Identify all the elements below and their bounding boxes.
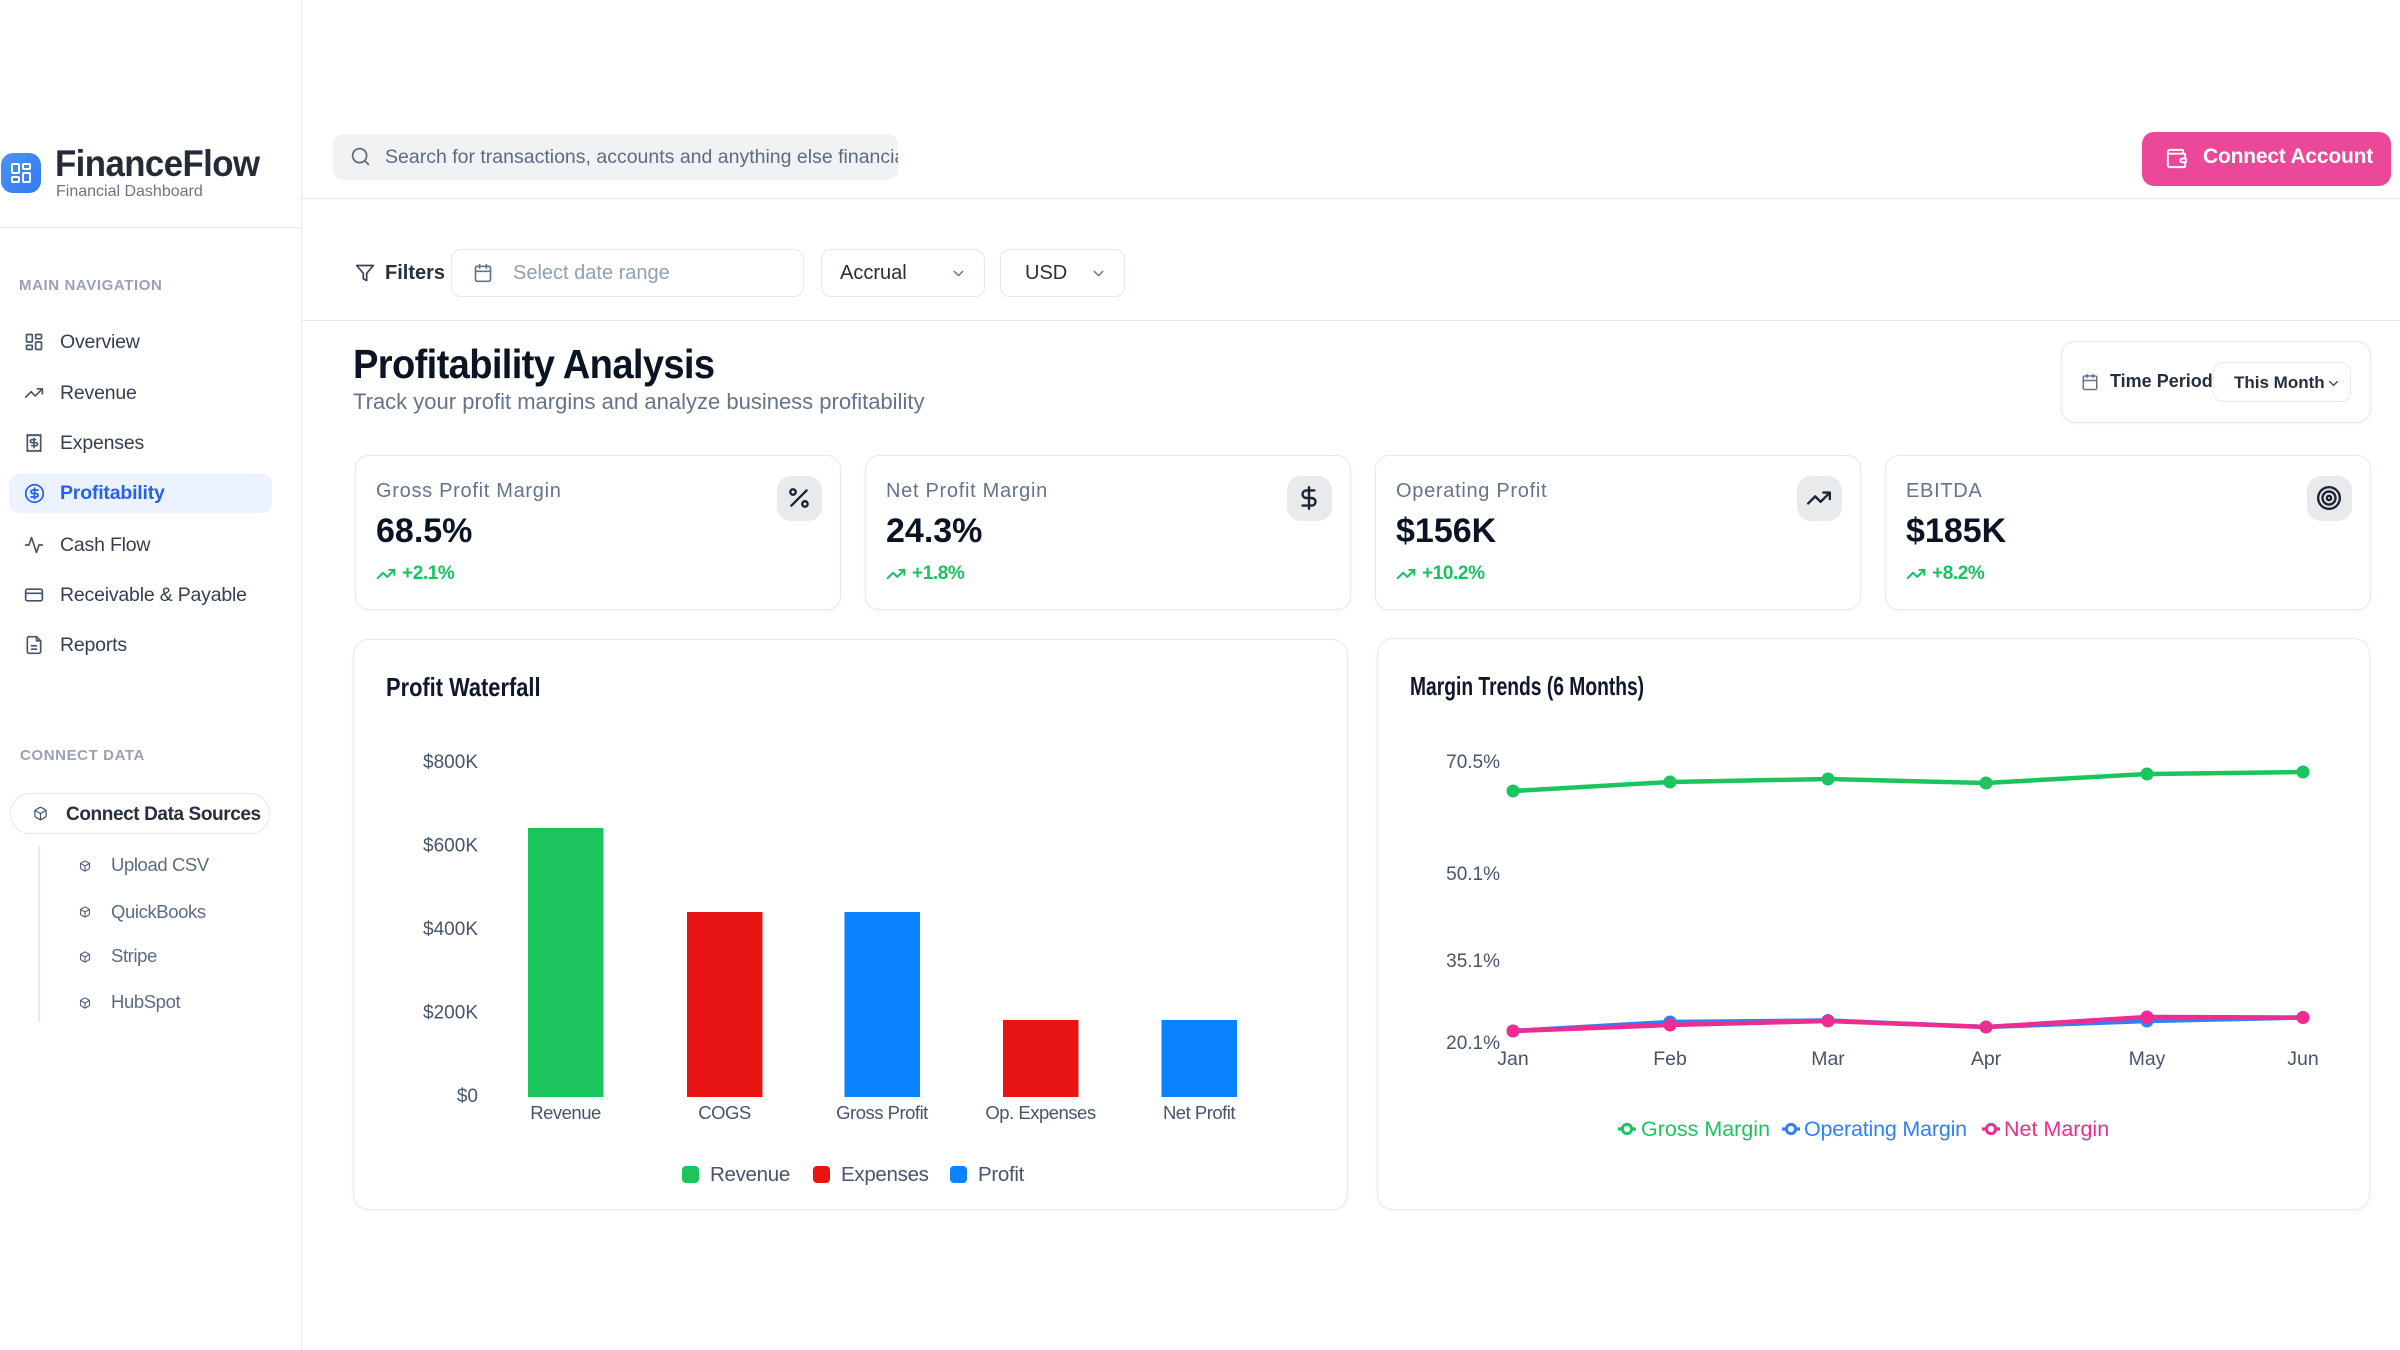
- svg-text:20.1%: 20.1%: [1446, 1033, 1500, 1054]
- svg-text:$0: $0: [457, 1086, 478, 1107]
- svg-text:Jun: Jun: [2287, 1048, 2318, 1070]
- svg-text:Operating Margin: Operating Margin: [1804, 1117, 1967, 1141]
- svg-text:$200K: $200K: [423, 1003, 478, 1024]
- svg-text:COGS: COGS: [698, 1102, 751, 1123]
- svg-text:Revenue: Revenue: [530, 1102, 601, 1123]
- svg-text:May: May: [2129, 1048, 2166, 1070]
- svg-text:Net Profit: Net Profit: [1163, 1102, 1235, 1123]
- svg-text:Revenue: Revenue: [710, 1163, 790, 1186]
- svg-text:$600K: $600K: [423, 836, 478, 857]
- svg-text:Gross Margin: Gross Margin: [1641, 1117, 1770, 1141]
- svg-text:Gross Profit: Gross Profit: [836, 1102, 928, 1123]
- svg-text:Expenses: Expenses: [841, 1163, 929, 1186]
- svg-text:Apr: Apr: [1971, 1048, 2002, 1070]
- svg-text:70.5%: 70.5%: [1446, 752, 1500, 773]
- svg-text:Op. Expenses: Op. Expenses: [985, 1102, 1095, 1123]
- svg-text:$800K: $800K: [423, 752, 478, 773]
- svg-text:35.1%: 35.1%: [1446, 951, 1500, 972]
- svg-text:Net Margin: Net Margin: [2004, 1117, 2109, 1141]
- svg-text:50.1%: 50.1%: [1446, 864, 1500, 885]
- svg-text:Feb: Feb: [1653, 1048, 1687, 1070]
- svg-text:Profit: Profit: [978, 1163, 1025, 1186]
- svg-text:Mar: Mar: [1811, 1048, 1845, 1070]
- svg-text:$400K: $400K: [423, 919, 478, 940]
- svg-text:Jan: Jan: [1497, 1048, 1528, 1070]
